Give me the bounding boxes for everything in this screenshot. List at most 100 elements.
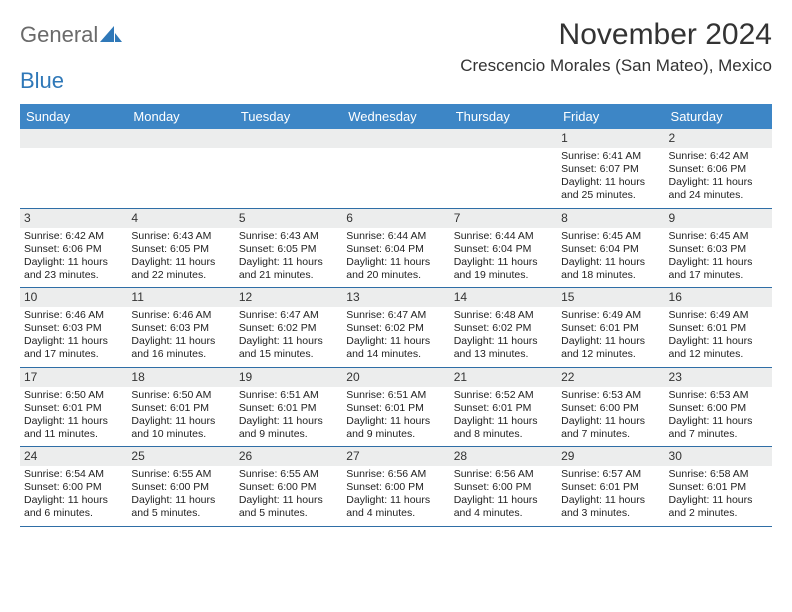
day-text: Daylight: 11 hours and 18 minutes. — [561, 256, 660, 282]
day-text: Daylight: 11 hours and 4 minutes. — [454, 494, 553, 520]
day-text: Sunset: 6:02 PM — [239, 322, 338, 335]
day-cell: 12Sunrise: 6:47 AMSunset: 6:02 PMDayligh… — [235, 288, 342, 368]
day-number: 30 — [665, 447, 772, 466]
day-text: Daylight: 11 hours and 5 minutes. — [239, 494, 338, 520]
logo-text-blue: Blue — [20, 68, 64, 94]
day-text: Sunset: 6:05 PM — [239, 243, 338, 256]
day-cell: 4Sunrise: 6:43 AMSunset: 6:05 PMDaylight… — [127, 208, 234, 288]
day-text: Daylight: 11 hours and 23 minutes. — [24, 256, 123, 282]
day-number: 7 — [450, 209, 557, 228]
logo: General — [20, 18, 122, 48]
day-cell: 2Sunrise: 6:42 AMSunset: 6:06 PMDaylight… — [665, 129, 772, 208]
day-cell: 19Sunrise: 6:51 AMSunset: 6:01 PMDayligh… — [235, 367, 342, 447]
day-text: Sunrise: 6:48 AM — [454, 309, 553, 322]
week-row: 1Sunrise: 6:41 AMSunset: 6:07 PMDaylight… — [20, 129, 772, 208]
day-text: Sunset: 6:01 PM — [454, 402, 553, 415]
day-text: Sunset: 6:03 PM — [131, 322, 230, 335]
dow-row: Sunday Monday Tuesday Wednesday Thursday… — [20, 104, 772, 129]
day-text: Sunset: 6:01 PM — [561, 481, 660, 494]
day-text: Daylight: 11 hours and 11 minutes. — [24, 415, 123, 441]
day-cell — [342, 129, 449, 208]
day-text: Daylight: 11 hours and 13 minutes. — [454, 335, 553, 361]
title-block: November 2024 Crescencio Morales (San Ma… — [460, 18, 772, 76]
day-text: Sunrise: 6:52 AM — [454, 389, 553, 402]
day-number: 1 — [557, 129, 664, 148]
day-text: Sunset: 6:00 PM — [561, 402, 660, 415]
day-cell — [450, 129, 557, 208]
week-row: 24Sunrise: 6:54 AMSunset: 6:00 PMDayligh… — [20, 447, 772, 527]
day-text: Sunset: 6:01 PM — [239, 402, 338, 415]
day-number: 12 — [235, 288, 342, 307]
day-cell: 21Sunrise: 6:52 AMSunset: 6:01 PMDayligh… — [450, 367, 557, 447]
day-text: Daylight: 11 hours and 21 minutes. — [239, 256, 338, 282]
day-text: Daylight: 11 hours and 7 minutes. — [669, 415, 768, 441]
week-row: 17Sunrise: 6:50 AMSunset: 6:01 PMDayligh… — [20, 367, 772, 447]
day-text: Sunrise: 6:45 AM — [561, 230, 660, 243]
day-text: Daylight: 11 hours and 7 minutes. — [561, 415, 660, 441]
day-text: Sunrise: 6:46 AM — [131, 309, 230, 322]
day-text: Sunrise: 6:56 AM — [346, 468, 445, 481]
day-text: Sunrise: 6:44 AM — [346, 230, 445, 243]
day-text: Sunrise: 6:50 AM — [24, 389, 123, 402]
day-number: 26 — [235, 447, 342, 466]
day-number: 20 — [342, 368, 449, 387]
week-row: 3Sunrise: 6:42 AMSunset: 6:06 PMDaylight… — [20, 208, 772, 288]
calendar-table: Sunday Monday Tuesday Wednesday Thursday… — [20, 104, 772, 527]
day-number: 22 — [557, 368, 664, 387]
day-cell: 18 Sunrise: 6:50 AMSunset: 6:01 PMDayligh… — [127, 367, 234, 447]
day-text: Sunrise: 6:55 AM — [239, 468, 338, 481]
day-text: Sunset: 6:01 PM — [24, 402, 123, 415]
day-text: Daylight: 11 hours and 8 minutes. — [454, 415, 553, 441]
sail-icon — [100, 22, 122, 48]
day-cell — [127, 129, 234, 208]
day-text: Daylight: 11 hours and 20 minutes. — [346, 256, 445, 282]
day-text: Daylight: 11 hours and 14 minutes. — [346, 335, 445, 361]
day-text: Sunset: 6:07 PM — [561, 163, 660, 176]
day-text: Daylight: 11 hours and 25 minutes. — [561, 176, 660, 202]
day-text: Daylight: 11 hours and 6 minutes. — [24, 494, 123, 520]
day-text: Sunrise: 6:58 AM — [669, 468, 768, 481]
day-text: Sunrise: 6:53 AM — [669, 389, 768, 402]
day-text: Sunset: 6:04 PM — [346, 243, 445, 256]
day-text: Sunrise: 6:44 AM — [454, 230, 553, 243]
day-number: 6 — [342, 209, 449, 228]
day-text: Sunrise: 6:42 AM — [24, 230, 123, 243]
day-cell — [235, 129, 342, 208]
day-text: Sunset: 6:03 PM — [669, 243, 768, 256]
day-number: 14 — [450, 288, 557, 307]
day-cell: 7Sunrise: 6:44 AMSunset: 6:04 PMDaylight… — [450, 208, 557, 288]
day-cell: 8Sunrise: 6:45 AMSunset: 6:04 PMDaylight… — [557, 208, 664, 288]
month-title: November 2024 — [460, 18, 772, 52]
day-text: Sunset: 6:06 PM — [24, 243, 123, 256]
day-cell: 29Sunrise: 6:57 AMSunset: 6:01 PMDayligh… — [557, 447, 664, 527]
day-text: Sunrise: 6:42 AM — [669, 150, 768, 163]
day-cell: 13Sunrise: 6:47 AMSunset: 6:02 PMDayligh… — [342, 288, 449, 368]
day-text: Sunrise: 6:46 AM — [24, 309, 123, 322]
day-text: Sunset: 6:01 PM — [669, 481, 768, 494]
day-text: Sunset: 6:01 PM — [131, 402, 230, 415]
calendar-body: 1Sunrise: 6:41 AMSunset: 6:07 PMDaylight… — [20, 129, 772, 526]
day-number: 27 — [342, 447, 449, 466]
day-text: Sunrise: 6:54 AM — [24, 468, 123, 481]
dow-friday: Friday — [557, 104, 664, 129]
day-text: Sunrise: 6:49 AM — [669, 309, 768, 322]
day-text: Daylight: 11 hours and 10 minutes. — [131, 415, 230, 441]
day-text: Daylight: 11 hours and 12 minutes. — [561, 335, 660, 361]
day-text: Sunrise: 6:50 AM — [131, 389, 230, 402]
day-text: Daylight: 11 hours and 2 minutes. — [669, 494, 768, 520]
day-text: Sunset: 6:04 PM — [454, 243, 553, 256]
day-text: Sunset: 6:02 PM — [346, 322, 445, 335]
day-cell: 22Sunrise: 6:53 AMSunset: 6:00 PMDayligh… — [557, 367, 664, 447]
day-number: 18 — [127, 368, 234, 387]
dow-saturday: Saturday — [665, 104, 772, 129]
day-cell: 26Sunrise: 6:55 AMSunset: 6:00 PMDayligh… — [235, 447, 342, 527]
day-text: Daylight: 11 hours and 16 minutes. — [131, 335, 230, 361]
day-number: 10 — [20, 288, 127, 307]
day-text: Sunrise: 6:49 AM — [561, 309, 660, 322]
day-text: Sunset: 6:00 PM — [24, 481, 123, 494]
day-text: Sunrise: 6:47 AM — [346, 309, 445, 322]
day-text: Sunset: 6:01 PM — [669, 322, 768, 335]
day-text: Sunrise: 6:56 AM — [454, 468, 553, 481]
day-number: 3 — [20, 209, 127, 228]
day-text: Sunrise: 6:43 AM — [131, 230, 230, 243]
